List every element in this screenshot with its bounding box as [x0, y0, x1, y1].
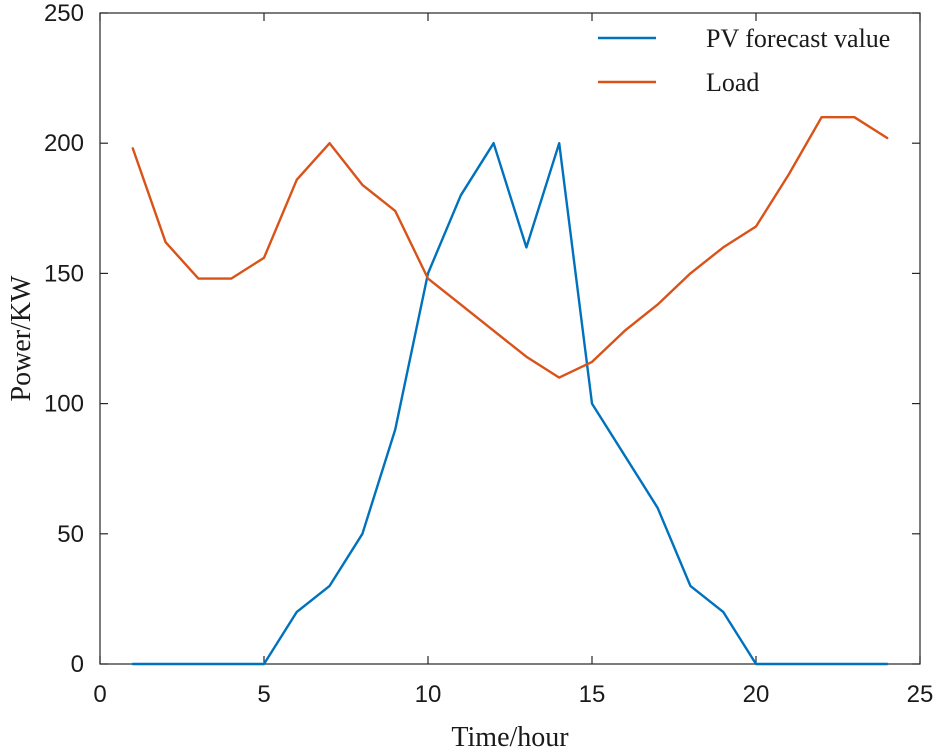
x-tick-label: 25 [907, 681, 934, 708]
y-axis-title: Power/KW [6, 275, 37, 402]
y-tick-label: 250 [44, 0, 84, 27]
series-line-load [131, 115, 889, 379]
plot-box [99, 12, 921, 665]
series-line-pv-forecast [131, 141, 889, 666]
y-tick-label: 150 [44, 260, 84, 287]
y-tick-label: 200 [44, 130, 84, 157]
x-tick-label: 0 [93, 681, 106, 708]
series-layer [131, 115, 889, 666]
x-tick-label: 5 [257, 681, 270, 708]
legend: PV forecast value Load [598, 24, 890, 97]
y-tick-label: 50 [57, 521, 84, 548]
x-axis-title: Time/hour [451, 722, 569, 753]
legend-label: PV forecast value [706, 24, 890, 53]
x-tick-label: 20 [743, 681, 770, 708]
y-axis-ticks: 0 50 100 150 200 250 [44, 0, 920, 678]
plot-frame [99, 12, 921, 665]
x-axis-ticks: 0 5 10 15 20 25 [93, 13, 933, 708]
x-tick-label: 10 [415, 681, 442, 708]
legend-label: Load [706, 68, 759, 97]
x-tick-label: 15 [579, 681, 606, 708]
y-tick-label: 100 [44, 391, 84, 418]
y-tick-label: 0 [71, 651, 84, 678]
